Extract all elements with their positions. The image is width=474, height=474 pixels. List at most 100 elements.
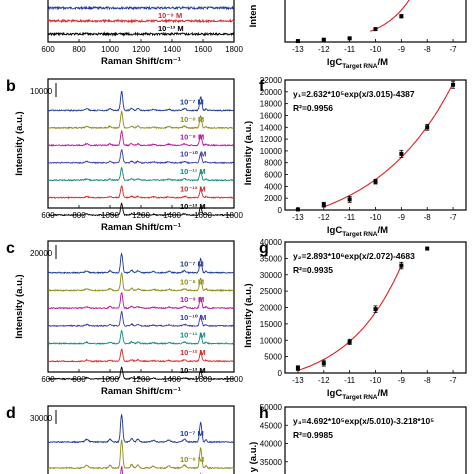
scatter-panel-f: f 0 2000 4000 6000 8000 10000 12000 14000 16000 18… <box>243 76 467 238</box>
x-tick-label: -7 <box>450 376 458 385</box>
r-squared: R²=0.9985 <box>293 430 333 440</box>
concentration-label: 10⁻⁸ M <box>180 277 204 286</box>
concentration-label: 10⁻⁷ M <box>180 260 204 269</box>
x-tick-label: -9 <box>398 45 406 54</box>
y-tick-label: 6000 <box>264 171 282 180</box>
y-tick-label: 18000 <box>260 100 283 109</box>
x-axis-label: lgCTarget RNA/M <box>327 225 388 238</box>
concentration-label: 10⁻⁸ M <box>180 115 204 124</box>
data-point <box>373 179 378 184</box>
x-tick-label: -11 <box>344 213 356 222</box>
y-tick-label: 8000 <box>264 159 282 168</box>
x-axis-label: lgCTarget RNA/M <box>327 388 388 401</box>
x-tick-label: 1400 <box>163 375 181 384</box>
spectrum-line <box>47 202 234 217</box>
concentration-label: 10⁻⁹ M <box>180 132 204 141</box>
x-tick-label: -13 <box>292 376 304 385</box>
y-tick-label: 45000 <box>260 421 283 430</box>
spectrum-line <box>47 18 235 24</box>
concentration-label: 10⁻¹³ M <box>158 24 184 33</box>
spectrum-panel-b: b 10⁻⁷ M 10⁻⁸ M 10⁻⁹ M 10⁻¹⁰ M 10⁻¹¹ M 10⁻¹² M… <box>6 78 243 233</box>
plot-frame <box>47 405 235 474</box>
y-tick-label: 12000 <box>260 135 283 144</box>
plot-frame <box>47 78 235 209</box>
spectrum-line <box>47 413 235 444</box>
concentration-label: 10⁻¹² M <box>180 185 206 194</box>
y-tick-label: 50000 <box>260 403 283 412</box>
spectrum-line <box>47 439 235 470</box>
spectrum-line <box>48 5 235 11</box>
spectrum-line <box>47 292 235 310</box>
x-tick-label: -9 <box>398 213 406 222</box>
y-tick-label: 0 <box>278 369 283 378</box>
x-tick-label: 800 <box>72 375 86 384</box>
x-tick-label: -12 <box>318 45 330 54</box>
spectrum-line <box>47 110 235 130</box>
x-tick-label: -11 <box>344 376 356 385</box>
data-point <box>373 307 378 312</box>
y-tick-label: 14000 <box>260 123 283 132</box>
x-tick-label: -12 <box>318 213 330 222</box>
y-axis-label-partial: Inten <box>248 4 259 27</box>
spectrum-line <box>48 185 235 200</box>
panel-label-c: c <box>6 240 15 257</box>
x-tick-label: 1600 <box>194 375 212 384</box>
y-tick-label: 22000 <box>260 76 283 85</box>
data-point <box>399 263 404 268</box>
x-tick-label: -13 <box>292 213 304 222</box>
x-tick-label: 1600 <box>194 211 212 220</box>
x-tick-label: 800 <box>72 211 86 220</box>
x-axis-label-main: lgC <box>327 388 342 399</box>
concentration-label: 10⁻¹¹ M <box>180 331 206 340</box>
x-tick-label: 1600 <box>194 45 212 54</box>
x-tick-label: -10 <box>370 45 382 54</box>
y-tick-label: 30000 <box>260 271 283 280</box>
x-tick-label: 1800 <box>225 211 243 220</box>
concentration-label: 10⁻¹⁰ M <box>180 313 206 322</box>
fit-equation: y₁=2.632*10⁵exp(x/3.015)-4387 <box>293 89 415 99</box>
spectrum-line <box>47 330 235 346</box>
y-tick-label: 20000 <box>260 88 283 97</box>
x-axis-label-unit: /M <box>378 57 389 68</box>
x-tick-label: -7 <box>450 45 458 54</box>
panel-label-b: b <box>6 78 16 95</box>
x-tick-label: -8 <box>424 45 432 54</box>
data-point <box>399 151 404 156</box>
concentration-label: 10⁻⁹ M <box>158 11 182 20</box>
x-tick-label: 600 <box>41 45 55 54</box>
spectrum-line <box>47 130 235 147</box>
y-tick-labels: 0 2000 4000 6000 8000 10000 12000 14000 16000 180… <box>260 76 283 215</box>
x-tick-label: -10 <box>370 376 382 385</box>
spectrum-panel-c: c 10⁻⁷ M 10⁻⁸ M 10⁻⁹ M 10⁻¹⁰ M 10⁻¹¹ M 10⁻¹² M… <box>6 240 243 397</box>
y-axis-label-partial: y (a.u.) <box>248 442 259 473</box>
x-tick-label: 1000 <box>101 375 119 384</box>
x-tick-label: 1400 <box>163 45 181 54</box>
x-tick-label: -13 <box>292 45 304 54</box>
x-tick-label: 1400 <box>163 211 181 220</box>
concentration-label: 10⁻¹² M <box>180 348 206 357</box>
fit-curve <box>323 83 454 208</box>
y-tick-label: 2000 <box>264 194 282 203</box>
x-axis-label-main: lgC <box>327 57 342 68</box>
r-squared: R²=0.9935 <box>293 265 333 275</box>
fit-equation: y₃=4.692*10⁵exp(x/5.010)-3.218*10⁵ <box>293 416 434 426</box>
panel-label-f: f <box>259 78 265 95</box>
y-tick-label: 0 <box>278 206 283 215</box>
plot-frame <box>284 79 467 211</box>
scale-bar-value: 30000 <box>30 414 53 423</box>
x-tick-label: 600 <box>41 375 55 384</box>
y-tick-label: 25000 <box>260 287 283 296</box>
y-tick-label: 0 <box>278 0 283 1</box>
panel-label-g: g <box>259 240 269 257</box>
data-point <box>399 14 404 19</box>
data-point <box>373 27 378 32</box>
concentration-label: 10⁻¹³ M <box>180 366 206 375</box>
x-tick-label: 1200 <box>132 375 150 384</box>
data-point <box>425 246 430 251</box>
x-tick-label: -12 <box>318 376 330 385</box>
concentration-label: 10⁻¹¹ M <box>180 167 206 176</box>
y-tick-label: 10000 <box>260 336 283 345</box>
spectrum-line <box>47 148 235 165</box>
data-point <box>425 125 430 130</box>
